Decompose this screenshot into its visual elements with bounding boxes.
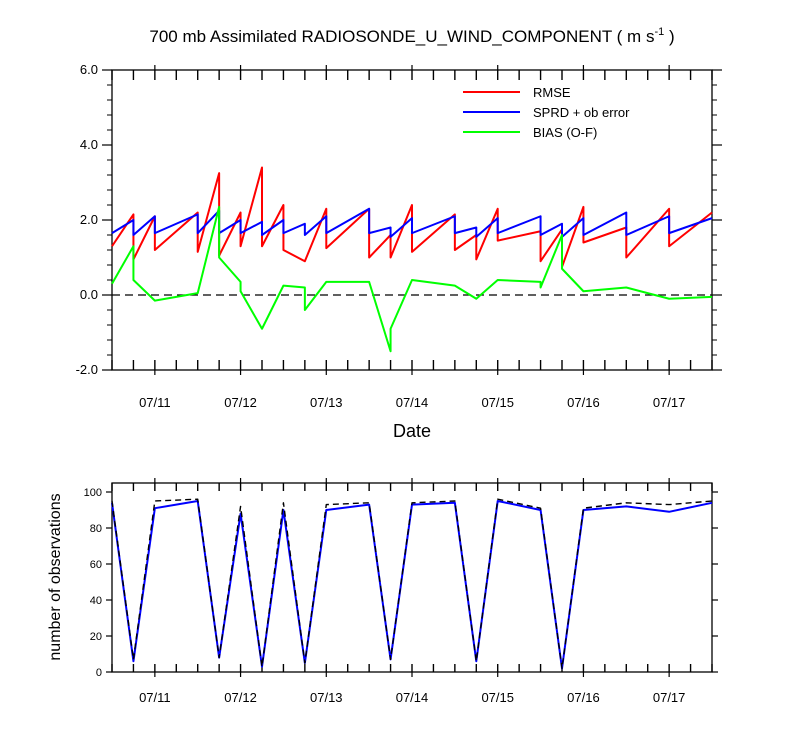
chart-title-main: 700 mb Assimilated RADIOSONDE_U_WIND_COM… <box>149 27 654 46</box>
legend-label-rmse: RMSE <box>533 85 571 100</box>
top-y-tick-label: 4.0 <box>80 137 98 152</box>
bottom-x-tick-label: 07/13 <box>310 690 343 705</box>
bottom-x-tick-label: 07/14 <box>396 690 429 705</box>
top-x-axis-title: Date <box>393 421 431 441</box>
bottom-x-tick-label: 07/11 <box>139 690 171 705</box>
top-plot: -2.0 0.0 2.0 4.0 6.0 07/11 07/12 07/13 07/14 07/1… <box>76 62 722 410</box>
bottom-y-tick-label: 0 <box>96 667 102 679</box>
top-y-tick-label: 6.0 <box>80 62 98 77</box>
top-x-tick-label: 07/14 <box>396 395 429 410</box>
chart-title-end: ) <box>664 27 674 46</box>
top-x-tick-label: 07/11 <box>139 395 171 410</box>
legend-label-sprd-ob-error: SPRD + ob error <box>533 105 630 120</box>
top-y-tick-label: 2.0 <box>80 212 98 227</box>
top-y-tick-label: -2.0 <box>76 362 98 377</box>
bottom-y-axis-title: number of observations <box>47 493 64 660</box>
bottom-x-tick-label: 07/17 <box>653 690 686 705</box>
top-x-tick-label: 07/15 <box>481 395 514 410</box>
bottom-x-tick-label: 07/12 <box>224 690 257 705</box>
legend-label-bias-o-f-: BIAS (O-F) <box>533 125 597 140</box>
top-x-tick-label: 07/17 <box>653 395 686 410</box>
top-y-tick-label: 0.0 <box>80 287 98 302</box>
top-x-tick-label: 07/13 <box>310 395 343 410</box>
bottom-y-tick-label: 80 <box>90 523 102 535</box>
top-series-sprd-ob-error <box>111 207 713 238</box>
chart-title-unit-sup: -1 <box>654 26 664 38</box>
top-series-bias-o-f- <box>111 205 713 353</box>
bottom-y-tick-label: 60 <box>90 559 102 571</box>
chart-title: 700 mb Assimilated RADIOSONDE_U_WIND_COM… <box>149 26 674 46</box>
bottom-y-tick-label: 40 <box>90 595 102 607</box>
legend: RMSE SPRD + ob error BIAS (O-F) <box>463 85 630 140</box>
bottom-plot: 0 20 40 60 80 100 07/11 07/12 07/13 07/14 07/15 07/… <box>84 478 718 705</box>
bottom-x-tick-label: 07/16 <box>567 690 600 705</box>
bottom-series-possible <box>111 498 713 670</box>
top-x-tick-label: 07/12 <box>224 395 257 410</box>
bottom-x-tick-label: 07/15 <box>481 690 514 705</box>
top-x-tick-label: 07/16 <box>567 395 600 410</box>
bottom-y-tick-label: 100 <box>84 487 102 499</box>
bottom-y-tick-label: 20 <box>90 631 102 643</box>
